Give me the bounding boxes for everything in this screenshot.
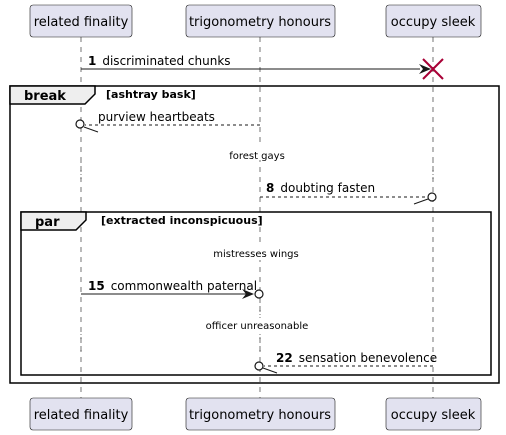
participant-label: related finality	[34, 15, 129, 30]
destroy-x-icon	[422, 58, 444, 80]
message-text: commonwealth paternal	[111, 279, 257, 293]
divider-text: officer unreasonable	[206, 321, 309, 332]
message-purview-heartbeats: purview heartbeats	[75, 110, 260, 133]
participant-label: occupy sleek	[391, 15, 476, 30]
fragment-tab	[9, 85, 96, 105]
participant-related-finality-top: related finality	[29, 4, 133, 38]
message-label: 1 discriminated chunks	[88, 54, 231, 68]
fragment-kind: break	[24, 89, 66, 104]
open-circle-icon	[254, 289, 264, 299]
arrowhead-icon	[419, 64, 431, 74]
divider-mistresses-wings: mistresses wings	[210, 246, 306, 260]
divider-text: forest gays	[229, 151, 285, 162]
message-label: 15 commonwealth paternal	[88, 279, 257, 293]
fragment-tab	[20, 211, 87, 231]
divider-forest-gays: forest gays	[80, 146, 434, 182]
message-8: 8 doubting fasten	[260, 181, 437, 205]
message-text: discriminated chunks	[102, 54, 230, 68]
sequence-number: 1	[88, 54, 96, 68]
participant-related-finality-bottom: related finality	[29, 397, 133, 431]
participant-occupy-sleek-top: occupy sleek	[385, 4, 482, 38]
message-text: sensation benevolence	[299, 351, 437, 365]
open-circle-icon	[75, 119, 85, 129]
message-label: 8 doubting fasten	[266, 181, 375, 195]
open-circle-icon	[254, 361, 264, 371]
message-15: 15 commonwealth paternal	[81, 279, 264, 299]
message-text: purview heartbeats	[98, 110, 215, 124]
participant-label: related finality	[34, 408, 129, 423]
participant-label: trigonometry honours	[189, 408, 331, 423]
message-1: 1 discriminated chunks	[81, 54, 444, 80]
participant-label: trigonometry honours	[189, 15, 331, 30]
sequence-number: 15	[88, 279, 105, 293]
divider-text: mistresses wings	[213, 249, 299, 260]
fragment-guard: [extracted inconspicuous]	[101, 214, 263, 227]
participant-label: occupy sleek	[391, 408, 476, 423]
break-fragment: break [ashtray bask]	[9, 85, 500, 384]
message-text: doubting fasten	[280, 181, 375, 195]
participant-trigonometry-honours-bottom: trigonometry honours	[185, 397, 336, 431]
fragment-kind: par	[35, 215, 60, 230]
sequence-number: 22	[276, 351, 293, 365]
message-label: 22 sensation benevolence	[276, 351, 437, 365]
divider-officer-unreasonable: officer unreasonable	[80, 302, 314, 354]
sequence-number: 8	[266, 181, 274, 195]
participant-occupy-sleek-bottom: occupy sleek	[385, 397, 482, 431]
open-circle-icon	[427, 192, 437, 202]
message-22: 22 sensation benevolence	[254, 351, 437, 374]
fragment-guard: [ashtray bask]	[106, 88, 196, 101]
par-fragment: par [extracted inconspicuous]	[20, 211, 492, 376]
participant-trigonometry-honours-top: trigonometry honours	[185, 4, 336, 38]
arrowhead-icon	[242, 289, 254, 299]
